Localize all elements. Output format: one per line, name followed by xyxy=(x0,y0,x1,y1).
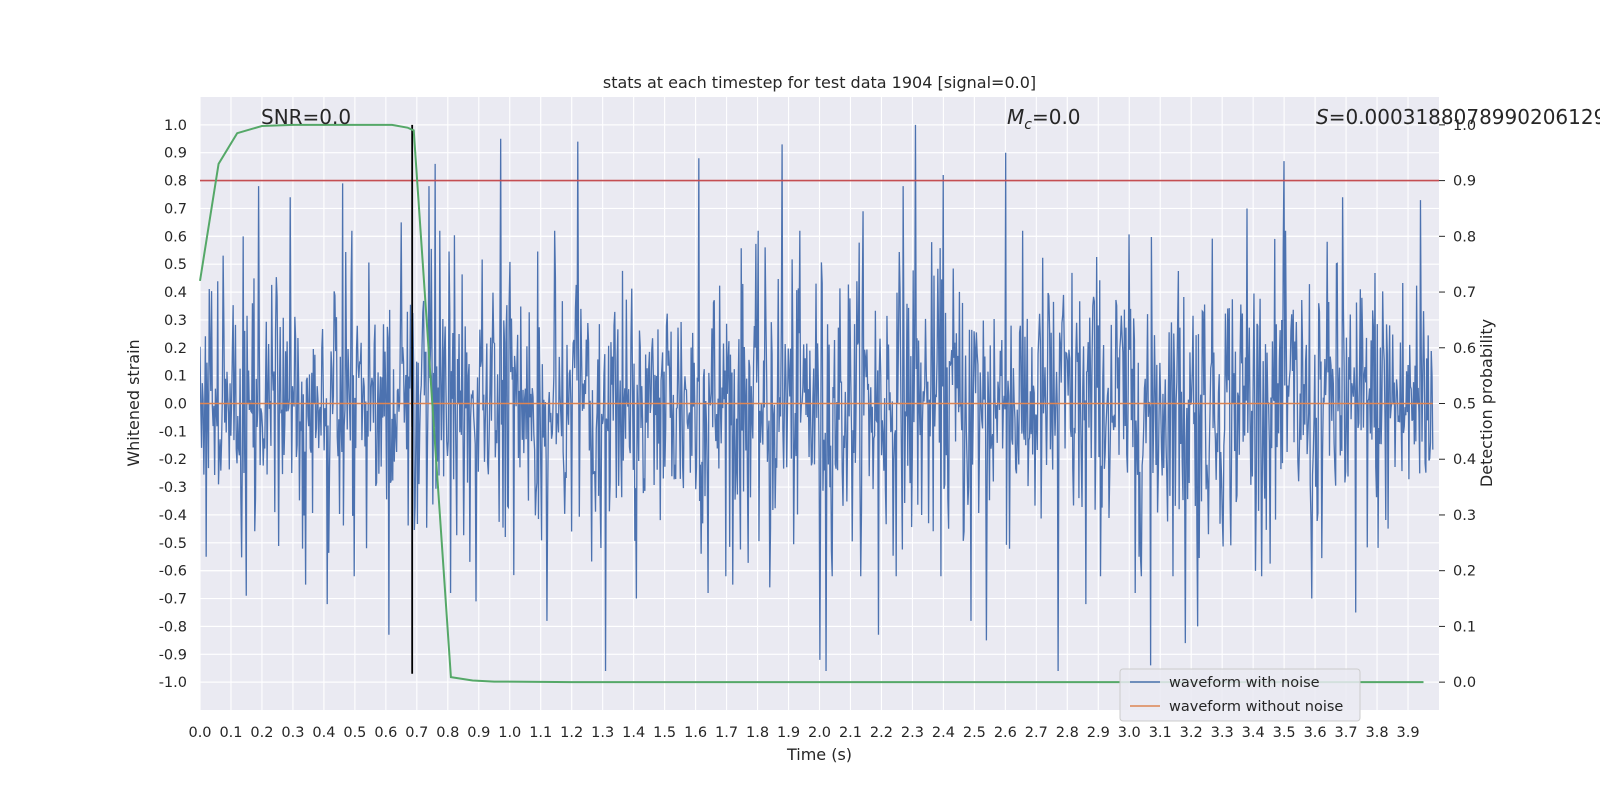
y-tick-label: -0.8 xyxy=(159,619,187,635)
noise-waveform-line xyxy=(200,124,1434,671)
y-tick-label: 0.9 xyxy=(164,146,187,162)
mc-subscript: c xyxy=(1024,117,1032,133)
y-right-tick-label: 0.8 xyxy=(1453,229,1476,245)
y-tick-label: 0.3 xyxy=(164,313,187,329)
x-tick-label: 2.0 xyxy=(808,725,831,741)
x-tick-label: 0.3 xyxy=(281,725,304,741)
x-tick-label: 2.4 xyxy=(932,725,955,741)
y-tick-label: -0.7 xyxy=(159,592,187,608)
legend-label-without-noise: waveform without noise xyxy=(1169,699,1343,715)
x-tick-label: 0.2 xyxy=(250,725,273,741)
y-right-tick-label: 0.1 xyxy=(1453,619,1476,635)
s-symbol: S xyxy=(1316,105,1329,129)
x-tick-label: 0.0 xyxy=(188,725,211,741)
x-tick-label: 2.6 xyxy=(994,725,1017,741)
mc-value: =0.0 xyxy=(1032,105,1081,129)
x-tick-label: 0.5 xyxy=(343,725,366,741)
x-tick-label: 3.2 xyxy=(1180,725,1203,741)
y-tick-label: 0.2 xyxy=(164,341,187,357)
x-tick-label: 3.4 xyxy=(1242,725,1265,741)
x-tick-label: 1.2 xyxy=(560,725,583,741)
x-tick-label: 0.6 xyxy=(374,725,397,741)
y-right-tick-label: 1.0 xyxy=(1453,118,1476,134)
series-waveform-with-noise xyxy=(200,124,1434,671)
x-tick-label: 1.1 xyxy=(529,725,552,741)
x-tick-label: 2.1 xyxy=(839,725,862,741)
x-tick-label: 0.7 xyxy=(405,725,428,741)
y-tick-label: 1.0 xyxy=(164,118,187,134)
y-right-tick-label: 0.5 xyxy=(1453,397,1476,413)
x-tick-label: 3.0 xyxy=(1118,725,1141,741)
mc-annotation: Mc=0.0 xyxy=(1007,105,1081,133)
detection-probability-line xyxy=(199,123,1424,684)
s-value: =0.00031880789902061294 xyxy=(1329,105,1600,129)
x-axis-ticks: 0.0 0.1 0.2 0.3 0.4 0.5 0.6 0.7 0.8 0.9 1.0 1.1 1.2 1… xyxy=(188,725,1419,741)
x-tick-label: 2.7 xyxy=(1025,725,1048,741)
y-right-tick-label: 0.6 xyxy=(1453,341,1476,357)
y-right-tick-label: 0.4 xyxy=(1453,452,1476,468)
y-tick-label: -0.1 xyxy=(159,424,187,440)
y-right-axis-label: Detection probability xyxy=(1477,319,1496,487)
y-tick-label: -0.6 xyxy=(159,564,187,580)
x-tick-label: 1.0 xyxy=(498,725,521,741)
x-tick-label: 2.2 xyxy=(870,725,893,741)
x-tick-label: 1.4 xyxy=(622,725,645,741)
y-tick-label: 0.0 xyxy=(164,397,187,413)
x-tick-label: 2.5 xyxy=(963,725,986,741)
snr-annotation: SNR=0.0 xyxy=(261,105,351,129)
legend: waveform with noise waveform without noi… xyxy=(1119,668,1361,722)
y-tick-label: 0.1 xyxy=(164,369,187,385)
x-tick-label: 3.6 xyxy=(1304,725,1327,741)
y-right-tick-label: 0.7 xyxy=(1453,285,1476,301)
x-tick-label: 2.9 xyxy=(1087,725,1110,741)
x-tick-label: 3.5 xyxy=(1273,725,1296,741)
x-tick-label: 3.1 xyxy=(1149,725,1172,741)
s-annotation: S=0.00031880789902061294 xyxy=(1316,105,1600,129)
series-detection-probability xyxy=(199,123,1424,684)
y-tick-label: -0.9 xyxy=(159,647,187,663)
x-tick-label: 1.8 xyxy=(746,725,769,741)
x-axis-label: Time (s) xyxy=(786,745,852,764)
x-tick-label: 1.9 xyxy=(777,725,800,741)
y-tick-label: 0.8 xyxy=(164,174,187,190)
x-tick-label: 2.8 xyxy=(1056,725,1079,741)
x-tick-label: 3.9 xyxy=(1396,725,1419,741)
x-tick-label: 0.8 xyxy=(436,725,459,741)
x-tick-label: 3.8 xyxy=(1366,725,1389,741)
mc-symbol: M xyxy=(1007,105,1024,129)
x-tick-label: 1.3 xyxy=(591,725,614,741)
x-tick-label: 3.7 xyxy=(1335,725,1358,741)
y-tick-label: -0.4 xyxy=(159,508,187,524)
y-right-tick-label: 0.0 xyxy=(1453,675,1476,691)
y-tick-label: -1.0 xyxy=(159,675,187,691)
x-tick-label: 0.1 xyxy=(219,725,242,741)
y-tick-label: -0.3 xyxy=(159,480,187,496)
x-tick-label: 1.6 xyxy=(684,725,707,741)
x-tick-label: 3.3 xyxy=(1211,725,1234,741)
y-right-axis-ticks: 1.0 0.9 0.8 0.7 0.6 0.5 0.4 0.3 0.2 0.1 0.0 xyxy=(1439,118,1476,691)
y-tick-label: -0.5 xyxy=(159,536,187,552)
y-tick-label: 0.5 xyxy=(164,257,187,273)
x-tick-label: 0.4 xyxy=(312,725,335,741)
y-right-tick-label: 0.3 xyxy=(1453,508,1476,524)
x-tick-label: 2.3 xyxy=(901,725,924,741)
y-tick-label: 0.4 xyxy=(164,285,187,301)
y-axis-ticks: 1.0 0.9 0.8 0.7 0.6 0.5 0.4 0.3 0.2 0.1 0.0 -0.1 -0.… xyxy=(159,118,187,691)
y-tick-label: -0.2 xyxy=(159,452,187,468)
x-tick-label: 1.7 xyxy=(715,725,738,741)
x-tick-label: 0.9 xyxy=(467,725,490,741)
legend-box xyxy=(1119,668,1361,722)
y-tick-label: 0.6 xyxy=(164,229,187,245)
y-axis-label: Whitened strain xyxy=(124,339,143,466)
legend-label-with-noise: waveform with noise xyxy=(1169,675,1320,691)
y-right-tick-label: 0.2 xyxy=(1453,564,1476,580)
y-tick-label: 0.7 xyxy=(164,201,187,217)
y-right-tick-label: 0.9 xyxy=(1453,174,1476,190)
chart-title: stats at each timestep for test data 190… xyxy=(603,73,1036,92)
x-tick-label: 1.5 xyxy=(653,725,676,741)
